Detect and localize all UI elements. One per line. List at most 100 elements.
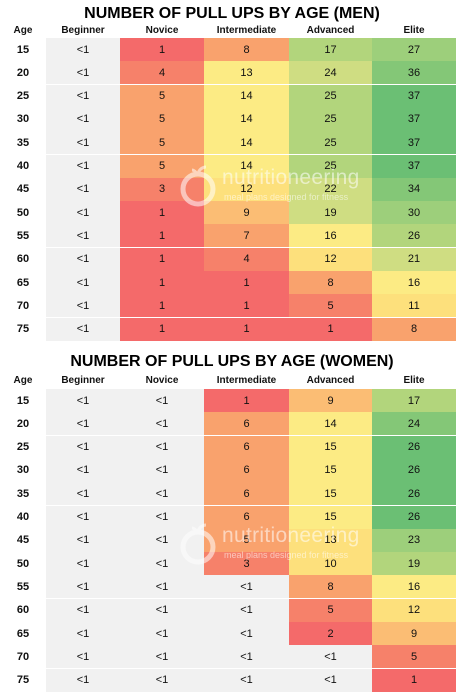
- cell-novice: 1: [120, 224, 204, 248]
- column-header-beginner: Beginner: [61, 25, 105, 36]
- cell-elite: 26: [372, 458, 456, 482]
- cell-elite: 16: [372, 575, 456, 599]
- column-header-elite: Elite: [403, 25, 425, 36]
- cell-elite: 1: [372, 668, 456, 692]
- cell-advanced: 8: [289, 575, 372, 599]
- cell-intermediate: 14: [204, 84, 289, 108]
- cell-beginner: <1: [46, 224, 120, 248]
- cell-beginner: <1: [46, 271, 120, 294]
- cell-advanced: 25: [289, 131, 372, 155]
- cell-advanced: 15: [289, 505, 372, 529]
- age-label: 75: [16, 323, 30, 336]
- cell-novice: <1: [120, 412, 204, 436]
- cell-beginner: <1: [46, 317, 120, 341]
- cell-beginner: <1: [46, 412, 120, 436]
- cell-beginner: <1: [46, 645, 120, 669]
- cell-beginner: <1: [46, 482, 120, 506]
- age-label: 40: [16, 511, 30, 523]
- age-label: 45: [16, 534, 30, 547]
- cell-novice: <1: [120, 668, 204, 692]
- age-label: 70: [16, 299, 30, 312]
- cell-novice: <1: [120, 389, 204, 412]
- cell-intermediate: <1: [204, 575, 289, 599]
- cell-beginner: <1: [46, 177, 120, 201]
- cell-novice: 5: [120, 84, 204, 108]
- cell-novice: <1: [120, 482, 204, 506]
- cell-beginner: <1: [46, 598, 120, 622]
- age-label: 75: [16, 674, 30, 687]
- column-header-age: Age: [13, 25, 33, 36]
- cell-intermediate: 8: [204, 38, 289, 61]
- age-label: 20: [16, 66, 30, 79]
- cell-novice: 5: [120, 107, 204, 131]
- cell-elite: 16: [372, 271, 456, 294]
- cell-novice: 1: [120, 247, 204, 271]
- cell-beginner: <1: [46, 575, 120, 599]
- age-label: 35: [16, 136, 30, 149]
- cell-beginner: <1: [46, 389, 120, 412]
- cell-intermediate: 6: [204, 482, 289, 506]
- cell-beginner: <1: [46, 154, 120, 178]
- cell-beginner: <1: [46, 201, 120, 225]
- age-label: 30: [16, 464, 30, 477]
- cell-beginner: <1: [46, 107, 120, 131]
- column-header-novice: Novice: [145, 375, 179, 386]
- cell-novice: <1: [120, 622, 204, 645]
- cell-novice: 5: [120, 154, 204, 178]
- cell-intermediate: 7: [204, 224, 289, 248]
- cell-intermediate: <1: [204, 622, 289, 645]
- cell-elite: 26: [372, 505, 456, 529]
- cell-intermediate: 1: [204, 271, 289, 294]
- age-label: 50: [16, 206, 30, 219]
- cell-advanced: 9: [289, 389, 372, 412]
- column-header-beginner: Beginner: [61, 375, 105, 386]
- cell-advanced: 12: [289, 247, 372, 271]
- cell-novice: <1: [120, 598, 204, 622]
- cell-advanced: 13: [289, 528, 372, 552]
- cell-advanced: 22: [289, 177, 372, 201]
- age-label: 25: [16, 441, 30, 454]
- cell-novice: <1: [120, 552, 204, 576]
- cell-elite: 17: [372, 389, 456, 412]
- cell-novice: <1: [120, 528, 204, 552]
- column-header-age: Age: [13, 375, 33, 386]
- cell-beginner: <1: [46, 528, 120, 552]
- cell-advanced: <1: [289, 645, 372, 669]
- cell-beginner: <1: [46, 458, 120, 482]
- cell-elite: 5: [372, 645, 456, 669]
- cell-elite: 12: [372, 598, 456, 622]
- cell-advanced: 19: [289, 201, 372, 225]
- cell-novice: 4: [120, 61, 204, 85]
- cell-elite: 36: [372, 61, 456, 85]
- cell-novice: 1: [120, 271, 204, 294]
- cell-advanced: 25: [289, 107, 372, 131]
- cell-novice: <1: [120, 435, 204, 459]
- age-label: 15: [16, 394, 30, 407]
- cell-elite: 34: [372, 177, 456, 201]
- cell-advanced: 16: [289, 224, 372, 248]
- cell-advanced: 17: [289, 38, 372, 61]
- age-label: 65: [16, 627, 30, 640]
- cell-advanced: 2: [289, 622, 372, 645]
- cell-intermediate: 5: [204, 528, 289, 552]
- cell-intermediate: 13: [204, 61, 289, 85]
- age-label: 60: [16, 253, 30, 266]
- column-header-intermediate: Intermediate: [216, 25, 277, 36]
- cell-advanced: 5: [289, 294, 372, 318]
- cell-beginner: <1: [46, 294, 120, 318]
- cell-intermediate: 6: [204, 435, 289, 459]
- cell-elite: 21: [372, 247, 456, 271]
- cell-intermediate: 6: [204, 412, 289, 436]
- cell-intermediate: 9: [204, 201, 289, 225]
- table-title-men: NUMBER OF PULL UPS BY AGE (MEN): [84, 5, 380, 22]
- cell-novice: 1: [120, 38, 204, 61]
- cell-elite: 19: [372, 552, 456, 576]
- cell-novice: <1: [120, 505, 204, 529]
- age-label: 15: [16, 43, 30, 56]
- cell-beginner: <1: [46, 552, 120, 576]
- cell-elite: 23: [372, 528, 456, 552]
- cell-novice: 3: [120, 177, 204, 201]
- cell-elite: 27: [372, 38, 456, 61]
- cell-elite: 26: [372, 482, 456, 506]
- cell-intermediate: 14: [204, 154, 289, 178]
